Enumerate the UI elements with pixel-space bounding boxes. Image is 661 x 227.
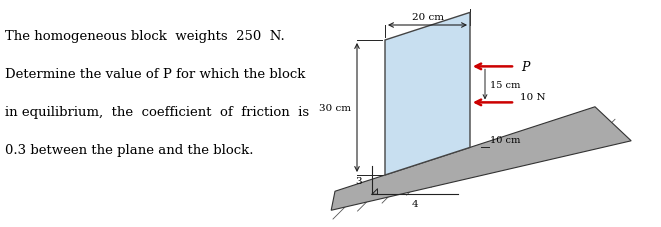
Text: P: P [521,61,529,74]
Text: Determine the value of P for which the block: Determine the value of P for which the b… [5,68,305,81]
Text: 4: 4 [412,199,418,208]
Text: The homogeneous block  weights  250  N.: The homogeneous block weights 250 N. [5,30,285,43]
Text: 30 cm: 30 cm [319,104,351,113]
Text: 3: 3 [356,176,362,185]
Text: 10 N: 10 N [520,93,545,102]
Text: 10 cm: 10 cm [490,136,520,145]
Polygon shape [331,107,631,210]
Text: 0.3 between the plane and the block.: 0.3 between the plane and the block. [5,143,254,156]
Text: 15 cm: 15 cm [490,81,520,89]
Text: 20 cm: 20 cm [412,13,444,22]
Polygon shape [385,13,470,175]
Text: in equilibrium,  the  coefficient  of  friction  is: in equilibrium, the coefficient of frict… [5,106,309,118]
